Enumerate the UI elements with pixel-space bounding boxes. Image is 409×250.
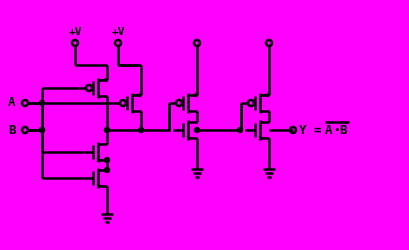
Text: B: B xyxy=(338,124,346,136)
Text: B: B xyxy=(8,124,16,136)
Circle shape xyxy=(104,168,109,172)
Text: •: • xyxy=(332,125,339,135)
Circle shape xyxy=(237,128,242,132)
Circle shape xyxy=(194,128,199,132)
Circle shape xyxy=(104,128,109,132)
Circle shape xyxy=(39,128,45,132)
Text: +V: +V xyxy=(68,27,81,37)
Circle shape xyxy=(39,100,45,105)
Circle shape xyxy=(104,158,109,162)
Text: A: A xyxy=(324,124,332,136)
Text: A: A xyxy=(8,96,16,110)
Text: +V: +V xyxy=(111,27,124,37)
Text: Y =: Y = xyxy=(298,124,328,136)
Circle shape xyxy=(104,128,109,132)
Circle shape xyxy=(138,128,143,132)
Circle shape xyxy=(39,128,45,132)
